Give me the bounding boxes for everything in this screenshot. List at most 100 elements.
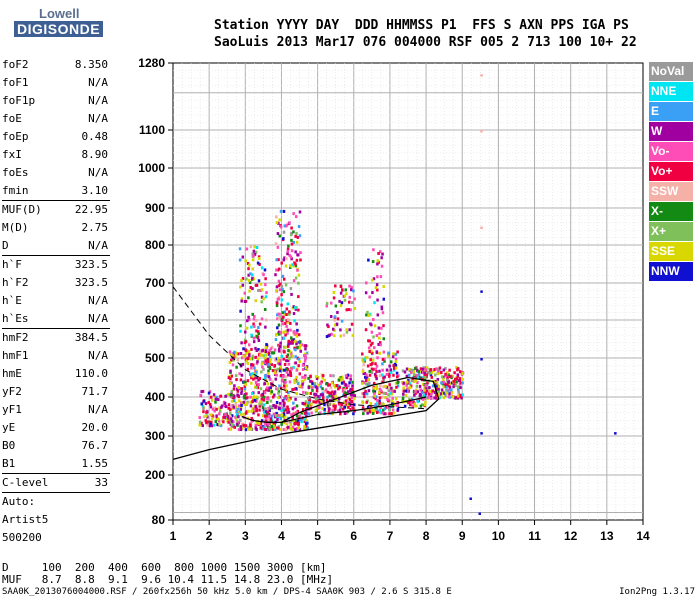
echo-point	[450, 381, 454, 385]
legend-item-e: E	[649, 102, 693, 121]
echo-point	[239, 407, 243, 411]
echo-point	[374, 367, 378, 371]
echo-point	[366, 405, 370, 409]
isolated-echo-point	[469, 497, 472, 500]
echo-point	[287, 391, 290, 395]
echo-point	[280, 293, 283, 297]
echo-point	[367, 313, 371, 317]
echo-point	[367, 389, 371, 393]
echo-point	[325, 301, 329, 305]
echo-point	[286, 328, 290, 332]
echo-point	[295, 334, 299, 338]
echo-point	[287, 348, 290, 352]
echo-point	[213, 406, 216, 410]
echo-point	[390, 412, 393, 416]
echo-point	[250, 347, 253, 351]
echo-point	[237, 428, 241, 432]
echo-point	[235, 422, 239, 426]
echo-point	[242, 394, 246, 398]
echo-point	[277, 359, 280, 363]
echo-point	[274, 414, 278, 418]
echo-point	[209, 402, 212, 406]
echo-point	[339, 291, 343, 295]
echo-point	[381, 395, 384, 399]
param-value: N/A	[88, 349, 108, 362]
echo-point	[252, 254, 255, 258]
echo-point	[298, 414, 301, 418]
echo-point	[229, 411, 232, 415]
echo-point	[249, 285, 252, 289]
echo-point	[284, 283, 288, 287]
echo-point	[332, 291, 336, 295]
param-value: 2.75	[81, 221, 109, 234]
echo-point	[274, 377, 278, 381]
echo-point	[394, 363, 398, 367]
param-name: foE	[2, 112, 22, 125]
param-row-group1-7: fmin 3.10	[0, 182, 112, 200]
echo-point	[380, 305, 384, 309]
echo-point	[297, 426, 301, 430]
echo-point	[279, 225, 283, 229]
param-name: D	[2, 239, 9, 252]
echo-point	[384, 391, 388, 395]
echo-point	[268, 377, 272, 381]
echo-point	[435, 367, 438, 371]
echo-point	[210, 417, 214, 421]
echo-point	[292, 305, 296, 309]
echo-point	[231, 354, 235, 358]
echo-point	[200, 390, 203, 394]
echo-point	[263, 414, 267, 418]
echo-point	[304, 354, 307, 358]
echo-point	[239, 351, 243, 355]
param-value: 22.95	[74, 203, 108, 216]
echo-point	[275, 301, 279, 305]
echo-point	[296, 409, 300, 413]
echo-point	[260, 300, 263, 304]
echo-point	[240, 299, 243, 303]
echo-point	[265, 419, 268, 423]
echo-point	[246, 396, 249, 400]
echo-point	[295, 414, 299, 418]
echo-point	[212, 393, 216, 397]
echo-point	[285, 418, 288, 422]
auto-label: Auto:	[2, 495, 36, 508]
echo-point	[247, 296, 250, 300]
echo-point	[423, 403, 427, 407]
echo-point	[279, 417, 282, 421]
echo-point	[275, 221, 279, 225]
echo-point	[353, 394, 357, 398]
param-value: N/A	[88, 94, 108, 107]
echo-point	[370, 371, 374, 375]
echo-point	[295, 411, 298, 415]
echo-point	[297, 281, 300, 285]
echo-point	[255, 318, 258, 322]
param-value: 71.7	[81, 385, 109, 398]
echo-point	[249, 423, 252, 427]
echo-point	[287, 312, 291, 316]
echo-point	[298, 360, 302, 364]
echo-point	[405, 374, 409, 378]
echo-point	[348, 328, 351, 332]
echo-point	[341, 288, 344, 292]
echo-point	[304, 422, 308, 426]
param-name: foEp	[2, 130, 29, 143]
echo-point	[244, 380, 247, 384]
echo-point	[301, 401, 304, 405]
echo-point	[452, 385, 455, 389]
echo-point	[323, 378, 326, 382]
echo-point	[425, 389, 429, 393]
echo-point	[284, 333, 287, 337]
echo-point	[365, 400, 368, 404]
echo-point	[304, 356, 308, 360]
x-tick-label: 12	[564, 529, 578, 543]
echo-point	[387, 351, 390, 355]
echo-point	[278, 234, 281, 238]
echo-point	[321, 407, 324, 411]
echo-point	[277, 390, 281, 394]
echo-point	[323, 389, 326, 393]
echo-point	[299, 258, 302, 262]
echo-point	[281, 399, 285, 403]
echo-point	[448, 392, 451, 396]
echo-point	[247, 273, 250, 277]
echo-point	[383, 357, 386, 361]
